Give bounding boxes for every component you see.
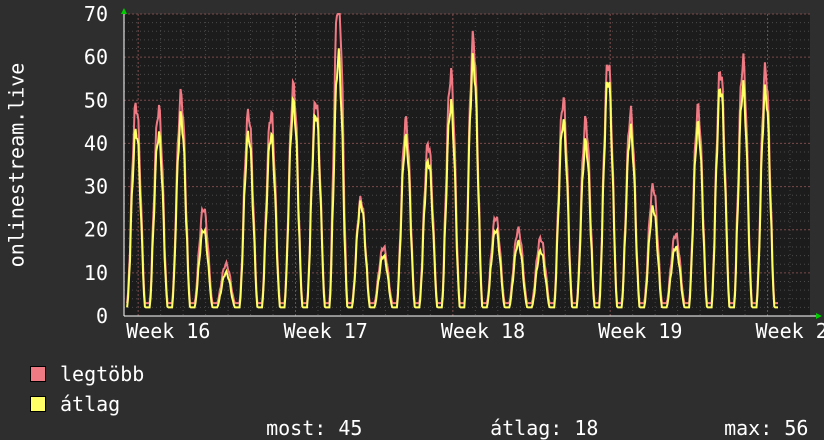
stat-average: átlag: 18	[466, 392, 598, 440]
stat-average-label: átlag:	[490, 416, 563, 440]
legend-item-atlag: átlag	[30, 392, 120, 416]
x-tick-label: Week 16	[126, 319, 210, 343]
x-tick-label: Week 17	[284, 319, 368, 343]
y-axis-arrow	[121, 8, 127, 14]
stat-current-value: 45	[338, 416, 363, 440]
series-line-atlag	[126, 48, 778, 309]
x-axis-arrow	[816, 313, 822, 319]
x-tick-label: Week 20	[756, 319, 824, 343]
y-tick-label: 70	[84, 2, 108, 26]
stat-maximum: max: 56	[700, 392, 808, 440]
y-tick-label: 60	[84, 45, 108, 69]
series-layer	[126, 13, 778, 309]
y-tick-label: 10	[84, 261, 108, 285]
legend-item-legtobb: legtöbb	[30, 362, 144, 386]
stat-maximum-value: 56	[784, 416, 809, 440]
stat-current-label: most:	[266, 416, 327, 440]
stat-current: most: 45	[242, 392, 362, 440]
legend-label-atlag: átlag	[60, 392, 121, 416]
x-axis-ticks: Week 16 Week 17 Week 18 Week 19 Week 20	[126, 319, 824, 343]
legend-swatch-legtobb	[30, 366, 46, 382]
y-tick-label: 50	[84, 88, 108, 112]
y-tick-label: 30	[84, 175, 108, 199]
legend-label-legtobb: legtöbb	[60, 362, 145, 386]
y-tick-label: 20	[84, 218, 108, 242]
legend-swatch-atlag	[30, 396, 46, 412]
y-axis-ticks: 0 10 20 30 40 50 60 70	[84, 2, 108, 328]
y-tick-label: 0	[96, 304, 108, 328]
y-tick-label: 40	[84, 131, 108, 155]
stat-average-value: 18	[574, 416, 599, 440]
x-tick-label: Week 19	[598, 319, 682, 343]
y-axis-label: onlinestream.live	[5, 63, 29, 268]
stat-maximum-label: max:	[724, 416, 773, 440]
x-tick-label: Week 18	[441, 319, 525, 343]
